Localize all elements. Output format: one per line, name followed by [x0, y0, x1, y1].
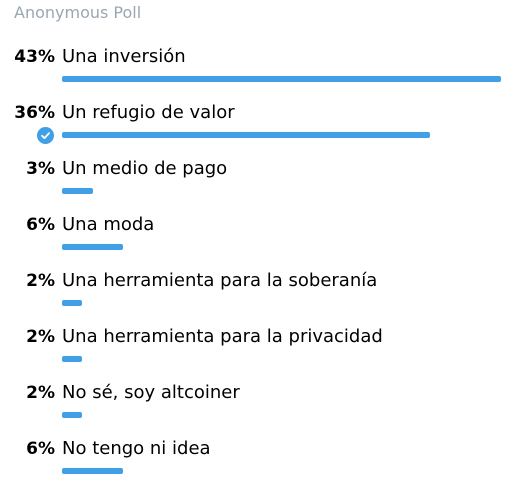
poll-option[interactable]: 36% Un refugio de valor: [0, 102, 513, 158]
poll-option[interactable]: 6% No tengo ni idea: [0, 438, 513, 494]
option-label: Un refugio de valor: [62, 102, 235, 123]
poll-options-list: 43% Una inversión 36% Un refugio de valor 3%…: [0, 46, 513, 494]
option-percent: 6%: [26, 439, 55, 459]
option-percent: 3%: [26, 159, 55, 179]
result-bar: [62, 412, 82, 418]
result-bar: [62, 132, 430, 138]
option-percent: 2%: [26, 327, 55, 347]
poll-option[interactable]: 3% Un medio de pago: [0, 158, 513, 214]
option-label: Una herramienta para la privacidad: [62, 326, 383, 347]
checkmark-icon: [37, 127, 54, 144]
result-bar: [62, 356, 82, 362]
poll-option[interactable]: 6% Una moda: [0, 214, 513, 270]
result-bar: [62, 76, 501, 82]
poll-option[interactable]: 2% Una herramienta para la privacidad: [0, 326, 513, 382]
option-label: Una herramienta para la soberanía: [62, 270, 378, 291]
option-label: Una moda: [62, 214, 155, 235]
option-percent: 6%: [26, 215, 55, 235]
option-label: No sé, soy altcoiner: [62, 382, 240, 403]
poll-type-header: Anonymous Poll: [14, 3, 142, 22]
option-percent: 43%: [14, 47, 55, 67]
result-bar: [62, 188, 93, 194]
poll-option[interactable]: 2% No sé, soy altcoiner: [0, 382, 513, 438]
option-label: Un medio de pago: [62, 158, 228, 179]
poll-option[interactable]: 43% Una inversión: [0, 46, 513, 102]
result-bar: [62, 300, 82, 306]
poll-option[interactable]: 2% Una herramienta para la soberanía: [0, 270, 513, 326]
option-percent: 36%: [14, 103, 55, 123]
option-percent: 2%: [26, 271, 55, 291]
option-label: No tengo ni idea: [62, 438, 211, 459]
result-bar: [62, 468, 123, 474]
option-percent: 2%: [26, 383, 55, 403]
result-bar: [62, 244, 123, 250]
option-label: Una inversión: [62, 46, 186, 67]
